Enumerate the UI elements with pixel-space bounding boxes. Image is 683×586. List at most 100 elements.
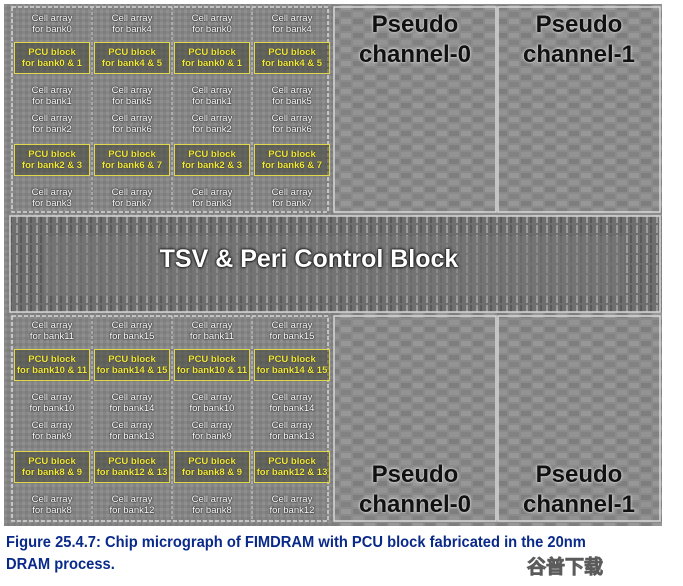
block-title: Cell array: [31, 113, 73, 124]
block-bank: for bank5: [112, 96, 152, 107]
block-title: PCU block: [268, 47, 316, 58]
cell-array-block: Cell array for bank5: [254, 82, 330, 110]
block-bank: for bank12: [269, 505, 315, 516]
pcu-block: PCU block for bank4 & 5: [254, 42, 330, 74]
cell-array-block: Cell array for bank7: [254, 184, 330, 212]
cell-array-block: Cell array for bank10: [14, 389, 90, 417]
block-title: Cell array: [271, 320, 313, 331]
block-bank: for bank1: [192, 96, 232, 107]
pcu-block: PCU block for bank0 & 1: [174, 42, 250, 74]
block-title: PCU block: [188, 47, 236, 58]
block-bank: for bank6: [112, 124, 152, 135]
block-title: Cell array: [271, 420, 313, 431]
block-title: PCU block: [28, 47, 76, 58]
pseudo-word: Pseudo: [535, 11, 623, 38]
cell-array-block: Cell array for bank2: [174, 110, 250, 138]
cell-array-block: Cell array for bank12: [94, 491, 170, 519]
block-title: Cell array: [271, 113, 313, 124]
cell-array-block: Cell array for bank13: [94, 417, 170, 445]
block-bank: for bank9: [32, 431, 72, 442]
block-bank: for bank4: [272, 24, 312, 35]
cell-array-block: Cell array for bank8: [174, 491, 250, 519]
block-bank: for bank8 & 9: [181, 467, 243, 478]
block-title: Cell array: [191, 320, 233, 331]
cell-array-block: Cell array for bank4: [94, 10, 170, 38]
block-title: Cell array: [111, 392, 153, 403]
block-title: Cell array: [111, 13, 153, 24]
block-title: Cell array: [31, 187, 73, 198]
pseudo-channel-label-bottom-right: Pseudo channel-1: [506, 460, 652, 520]
block-bank: for bank12 & 13: [96, 467, 168, 478]
pcu-block: PCU block for bank12 & 13: [94, 451, 170, 483]
pcu-block: PCU block for bank8 & 9: [174, 451, 250, 483]
block-title: Cell array: [31, 494, 73, 505]
block-bank: for bank1: [32, 96, 72, 107]
channel-name: channel-1: [522, 41, 636, 68]
block-title: PCU block: [28, 354, 76, 365]
cell-array-block: Cell array for bank15: [254, 317, 330, 345]
block-title: PCU block: [188, 456, 236, 467]
block-title: PCU block: [28, 149, 76, 160]
block-bank: for bank2: [32, 124, 72, 135]
block-bank: for bank10 & 11: [176, 365, 248, 376]
channel-name: channel-0: [358, 491, 472, 518]
block-title: PCU block: [28, 456, 76, 467]
block-bank: for bank8: [192, 505, 232, 516]
block-title: Cell array: [111, 494, 153, 505]
block-bank: for bank14: [269, 403, 315, 414]
cell-array-block: Cell array for bank15: [94, 317, 170, 345]
block-bank: for bank7: [112, 198, 152, 209]
pseudo-word: Pseudo: [371, 11, 459, 38]
block-title: Cell array: [191, 13, 233, 24]
block-title: PCU block: [188, 149, 236, 160]
cell-array-block: Cell array for bank11: [14, 317, 90, 345]
block-title: Cell array: [111, 85, 153, 96]
block-bank: for bank7: [272, 198, 312, 209]
block-title: Cell array: [31, 420, 73, 431]
block-title: Cell array: [271, 187, 313, 198]
block-title: Cell array: [191, 113, 233, 124]
block-bank: for bank11: [29, 331, 75, 342]
pcu-block: PCU block for bank8 & 9: [14, 451, 90, 483]
cell-array-block: Cell array for bank14: [254, 389, 330, 417]
block-bank: for bank15: [269, 331, 315, 342]
cell-array-block: Cell array for bank10: [174, 389, 250, 417]
block-bank: for bank2: [192, 124, 232, 135]
cell-array-block: Cell array for bank8: [14, 491, 90, 519]
block-bank: for bank10: [29, 403, 75, 414]
block-title: Cell array: [271, 392, 313, 403]
caption-line-2: DRAM process.: [6, 556, 115, 573]
pcu-block: PCU block for bank2 & 3: [174, 144, 250, 176]
block-title: Cell array: [271, 494, 313, 505]
block-title: PCU block: [108, 149, 156, 160]
block-bank: for bank4 & 5: [101, 58, 163, 69]
block-title: Cell array: [191, 420, 233, 431]
tsv-peri-control-block-label: TSV & Peri Control Block: [159, 245, 459, 273]
cell-array-block: Cell array for bank3: [174, 184, 250, 212]
block-title: Cell array: [31, 85, 73, 96]
block-title: PCU block: [188, 354, 236, 365]
block-bank: for bank0: [32, 24, 72, 35]
block-bank: for bank2 & 3: [21, 160, 83, 171]
block-bank: for bank14: [109, 403, 155, 414]
pcu-block: PCU block for bank0 & 1: [14, 42, 90, 74]
block-bank: for bank6: [272, 124, 312, 135]
cell-array-block: Cell array for bank6: [94, 110, 170, 138]
block-bank: for bank12: [109, 505, 155, 516]
block-title: Cell array: [111, 420, 153, 431]
block-bank: for bank8 & 9: [21, 467, 83, 478]
block-title: PCU block: [268, 149, 316, 160]
pcu-block: PCU block for bank10 & 11: [174, 349, 250, 381]
cell-array-block: Cell array for bank1: [14, 82, 90, 110]
block-bank: for bank8: [32, 505, 72, 516]
channel-name: channel-0: [358, 41, 472, 68]
pcu-block: PCU block for bank10 & 11: [14, 349, 90, 381]
block-bank: for bank6 & 7: [261, 160, 323, 171]
pcu-block: PCU block for bank12 & 13: [254, 451, 330, 483]
block-bank: for bank2 & 3: [181, 160, 243, 171]
block-bank: for bank0 & 1: [21, 58, 83, 69]
cell-array-block: Cell array for bank5: [94, 82, 170, 110]
svg-text:谷普下载: 谷普下载: [527, 555, 603, 578]
chip-texture: [4, 4, 662, 526]
cell-array-block: Cell array for bank6: [254, 110, 330, 138]
